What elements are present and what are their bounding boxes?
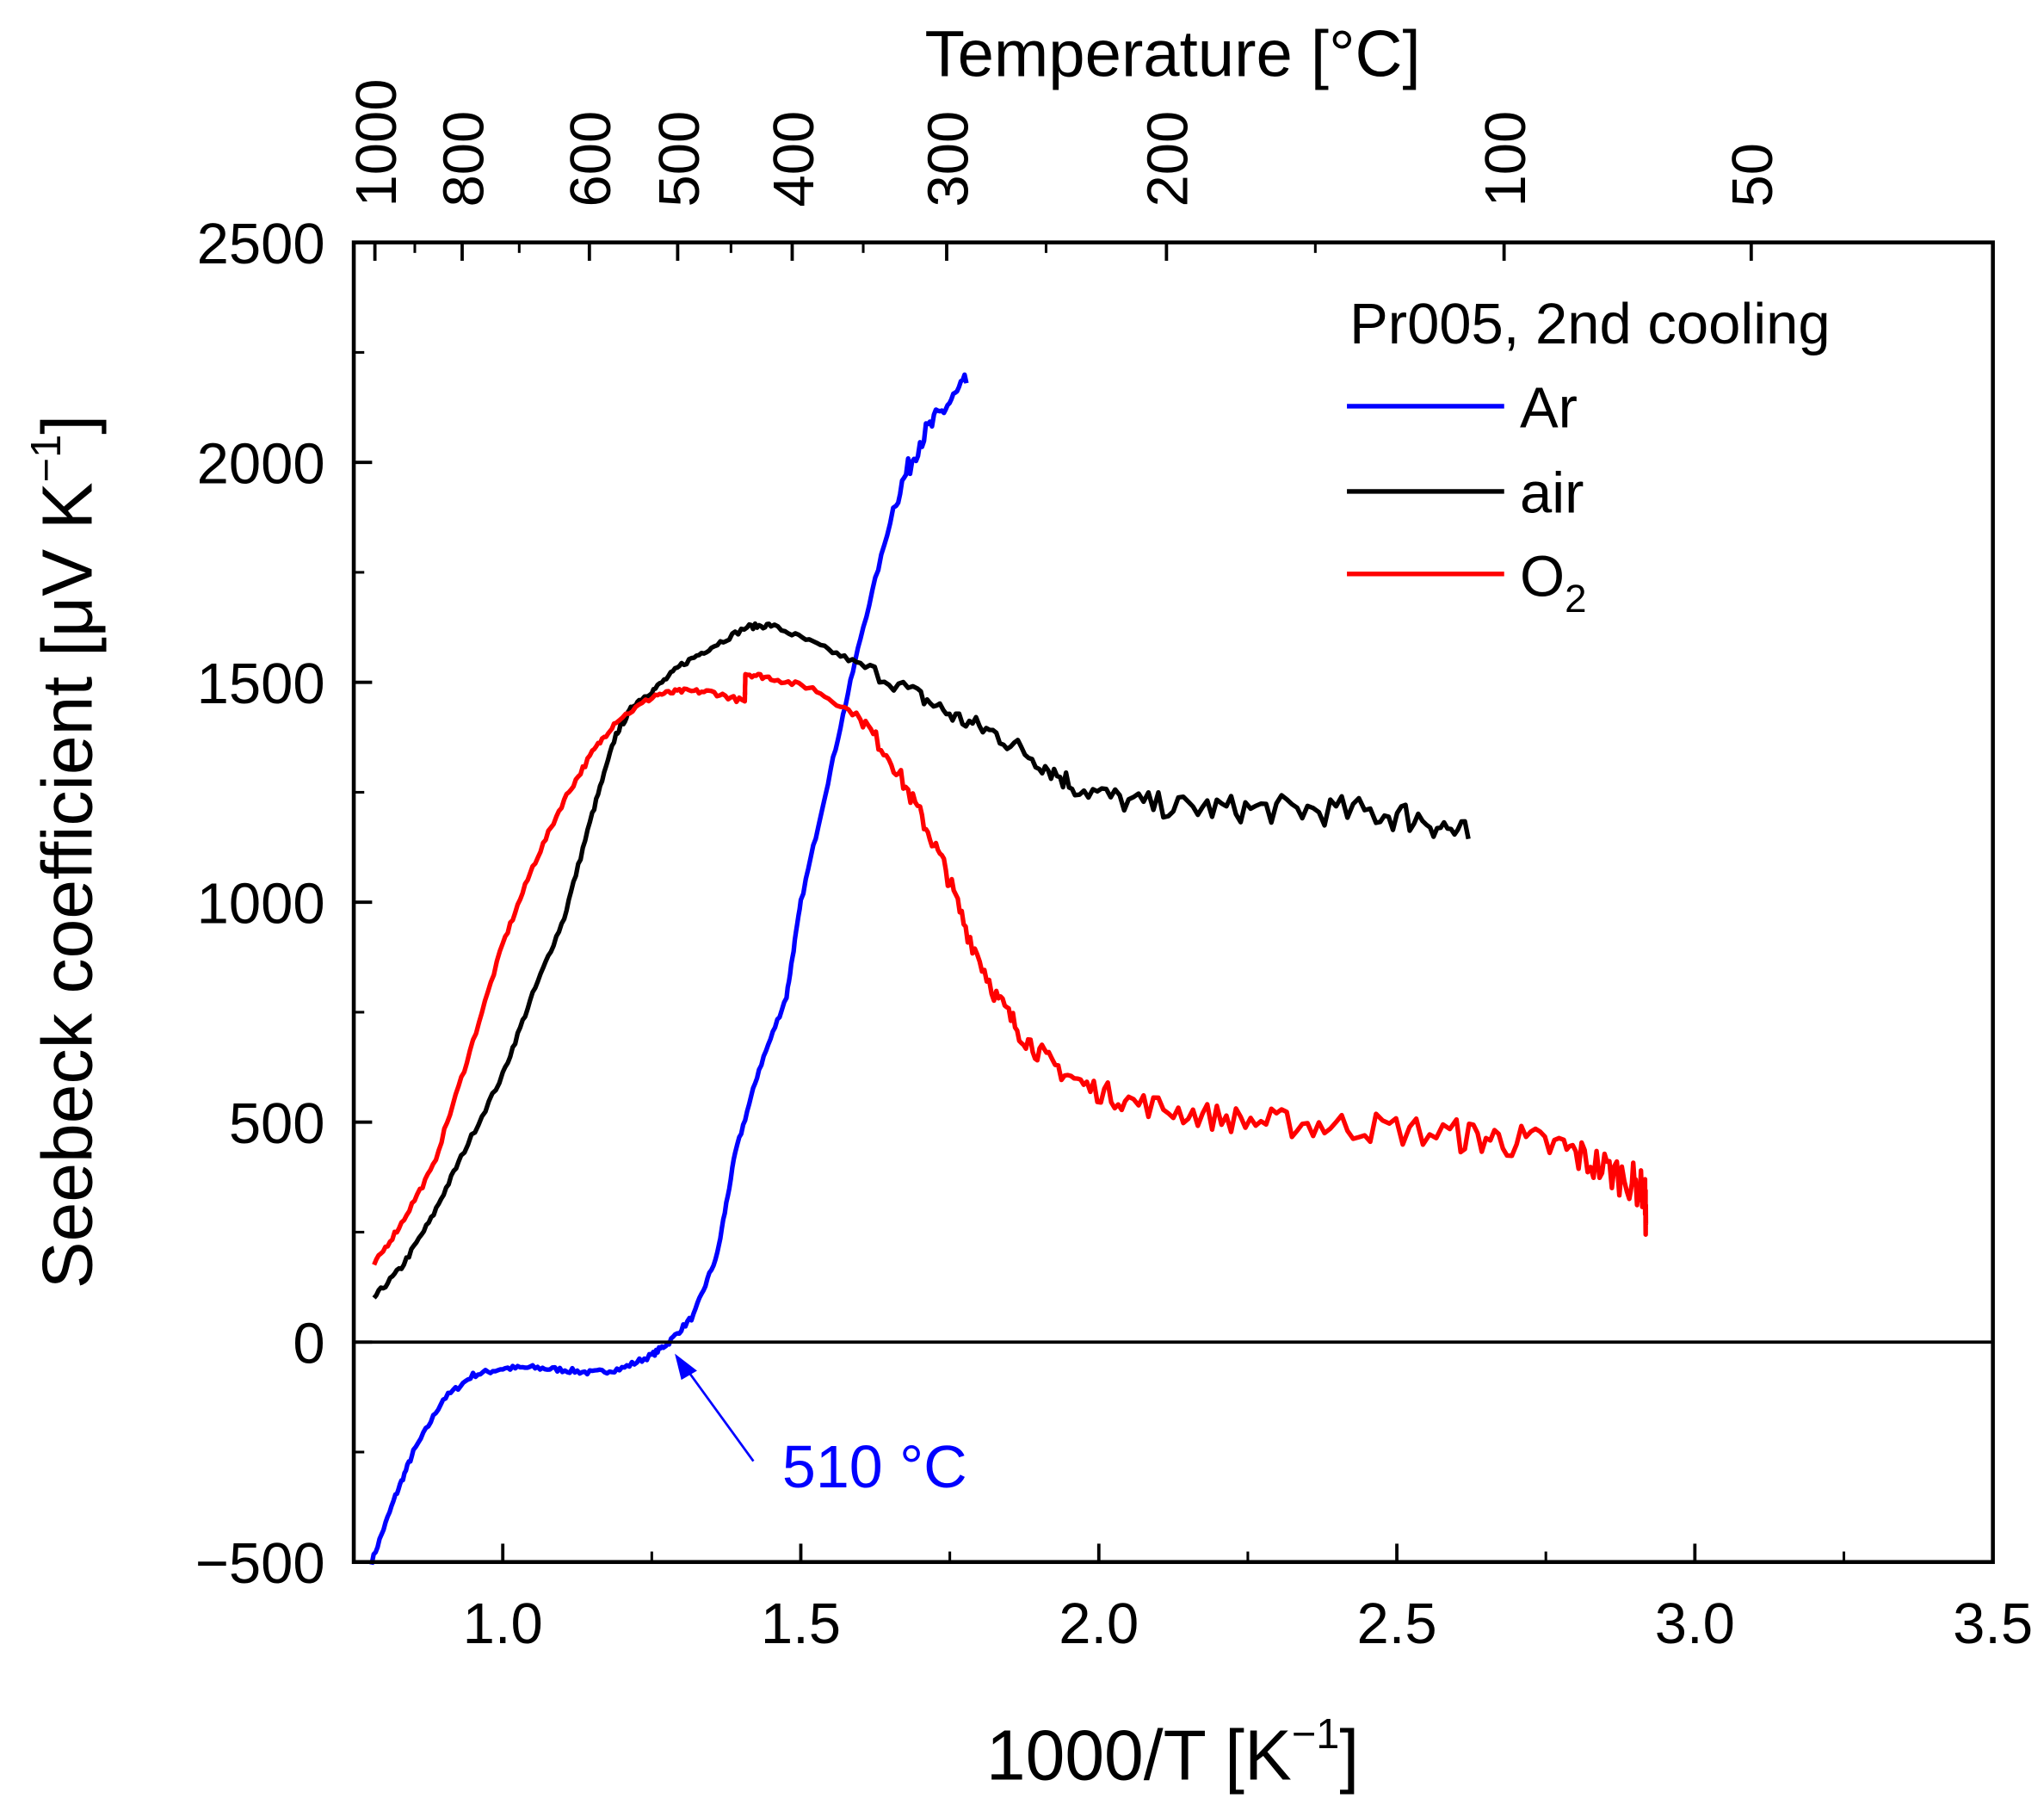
y-tick-label: 1000	[197, 872, 325, 936]
y-axis-title-sup: −1	[23, 435, 70, 483]
series-layer	[369, 372, 1649, 1566]
annotation-arrow	[682, 1364, 755, 1462]
top-tick-label: 500	[647, 111, 712, 207]
top-axis-title: Temperature [°C]	[925, 17, 1421, 90]
top-tick-label: 600	[559, 111, 623, 207]
top-tick-label: 200	[1136, 111, 1201, 207]
top-tick-label: 300	[916, 111, 980, 207]
y-tick-label: 500	[229, 1091, 325, 1156]
x-axis-title: 1000/T [K−1]	[986, 1711, 1359, 1796]
y-axis-title: Seebeck coefficient [μV K−1]	[23, 415, 108, 1289]
series-line-ar	[369, 372, 969, 1566]
legend: Pr005, 2nd cooling Ar air O2	[1347, 292, 1831, 621]
ticks-layer: 1.0 1.5 2.0 2.5 3.0 3.5 −500 0 500 1000 1500 2000 25…	[195, 79, 2033, 1657]
x-tick-label: 2.5	[1356, 1592, 1436, 1656]
x-tick-label: 1.0	[463, 1592, 543, 1656]
y-tick-label: 2500	[197, 212, 325, 276]
x-tick-label: 2.0	[1059, 1592, 1139, 1656]
annotation-arrowhead	[675, 1353, 697, 1381]
y-tick-label: −500	[195, 1531, 325, 1596]
legend-label-o2: O2	[1520, 545, 1586, 621]
x-axis-title-sup: −1	[1292, 1711, 1340, 1758]
top-tick-label: 100	[1473, 111, 1538, 207]
annotation-label: 510 °C	[782, 1433, 967, 1500]
top-tick-label: 1000	[344, 79, 409, 207]
legend-label-air: air	[1520, 460, 1584, 525]
legend-label-ar: Ar	[1520, 375, 1578, 440]
y-tick-label: 2000	[197, 432, 325, 497]
y-tick-label: 1500	[197, 652, 325, 716]
plot-frame	[351, 240, 1995, 1565]
y-tick-label: 0	[293, 1312, 324, 1376]
x-tick-label: 1.5	[761, 1592, 841, 1656]
legend-title: Pr005, 2nd cooling	[1349, 292, 1830, 356]
x-tick-label: 3.5	[1953, 1592, 2033, 1656]
series-line-air	[372, 621, 1471, 1300]
series-line-o2	[372, 671, 1649, 1266]
top-tick-label: 400	[762, 111, 826, 207]
top-tick-label: 800	[431, 111, 496, 207]
top-tick-label: 50	[1720, 143, 1785, 207]
x-tick-label: 3.0	[1655, 1592, 1735, 1656]
annotation-510c: 510 °C	[675, 1353, 967, 1500]
